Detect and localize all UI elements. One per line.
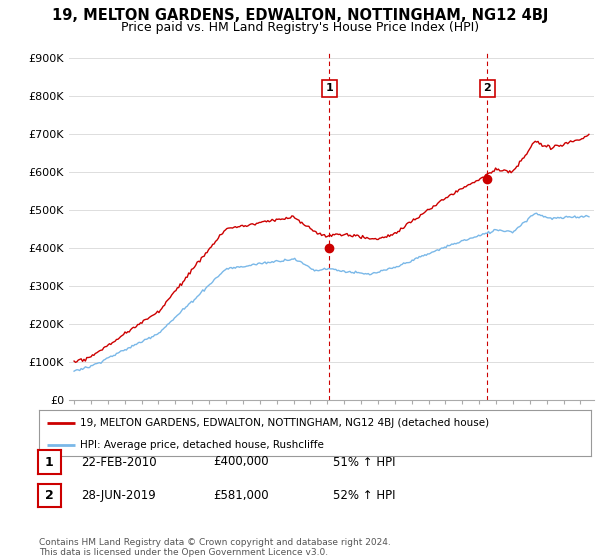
Text: 51% ↑ HPI: 51% ↑ HPI	[333, 455, 395, 469]
Text: Price paid vs. HM Land Registry's House Price Index (HPI): Price paid vs. HM Land Registry's House …	[121, 21, 479, 34]
Text: 19, MELTON GARDENS, EDWALTON, NOTTINGHAM, NG12 4BJ (detached house): 19, MELTON GARDENS, EDWALTON, NOTTINGHAM…	[80, 418, 490, 428]
Text: 19, MELTON GARDENS, EDWALTON, NOTTINGHAM, NG12 4BJ: 19, MELTON GARDENS, EDWALTON, NOTTINGHAM…	[52, 8, 548, 24]
Text: HPI: Average price, detached house, Rushcliffe: HPI: Average price, detached house, Rush…	[80, 440, 324, 450]
Text: 52% ↑ HPI: 52% ↑ HPI	[333, 489, 395, 502]
Text: 28-JUN-2019: 28-JUN-2019	[81, 489, 156, 502]
Text: 1: 1	[326, 83, 334, 94]
Text: £581,000: £581,000	[213, 489, 269, 502]
Text: 2: 2	[484, 83, 491, 94]
Text: 1: 1	[45, 455, 53, 469]
Text: £400,000: £400,000	[213, 455, 269, 469]
Text: 2: 2	[45, 489, 53, 502]
Text: Contains HM Land Registry data © Crown copyright and database right 2024.
This d: Contains HM Land Registry data © Crown c…	[39, 538, 391, 557]
Text: 22-FEB-2010: 22-FEB-2010	[81, 455, 157, 469]
